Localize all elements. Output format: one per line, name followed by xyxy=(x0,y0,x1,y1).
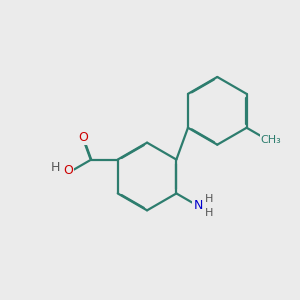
Text: H: H xyxy=(205,194,213,204)
Text: CH₃: CH₃ xyxy=(261,135,282,145)
Text: N: N xyxy=(194,200,203,212)
Text: H: H xyxy=(205,208,213,218)
Text: O: O xyxy=(79,131,88,144)
Text: H: H xyxy=(51,161,61,174)
Text: O: O xyxy=(63,164,73,177)
